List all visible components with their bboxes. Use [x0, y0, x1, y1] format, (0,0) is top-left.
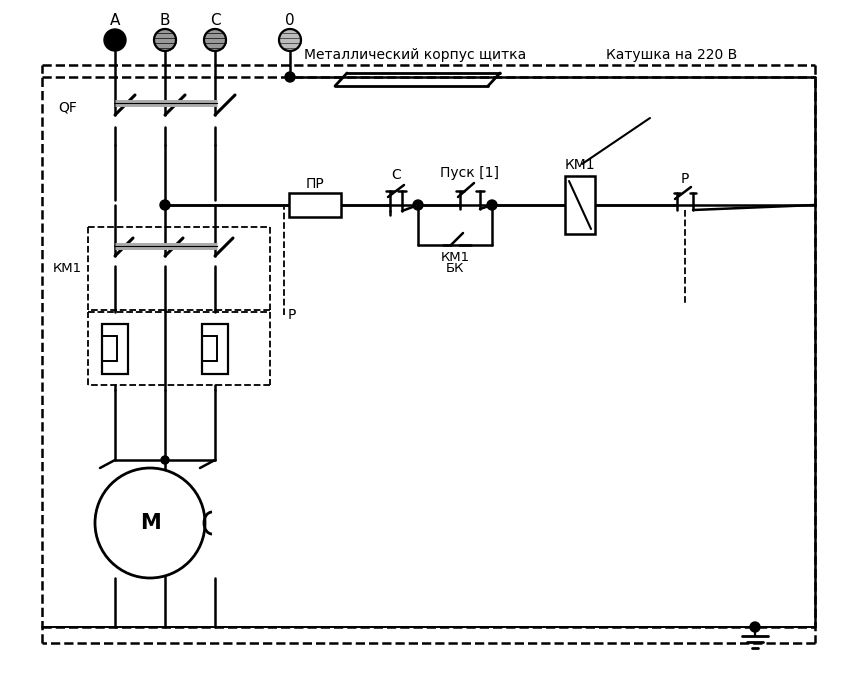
Text: Пуск [1]: Пуск [1]: [441, 166, 500, 180]
Text: QF: QF: [58, 100, 77, 114]
Bar: [102, 323, 128, 373]
Circle shape: [279, 29, 301, 51]
Bar: [565, 176, 595, 234]
Text: КМ1: КМ1: [565, 158, 595, 172]
Circle shape: [285, 72, 295, 82]
Circle shape: [413, 200, 423, 210]
Bar: [202, 323, 228, 373]
Text: КМ1: КМ1: [441, 250, 469, 263]
Text: Катушка на 220 В: Катушка на 220 В: [606, 48, 738, 62]
Circle shape: [204, 29, 226, 51]
Circle shape: [154, 29, 176, 51]
Circle shape: [487, 200, 497, 210]
Text: В: В: [160, 13, 170, 28]
Circle shape: [104, 29, 126, 51]
Circle shape: [750, 622, 760, 632]
Text: С: С: [391, 168, 401, 182]
Text: Р: Р: [681, 172, 690, 186]
Text: С: С: [209, 13, 220, 28]
Text: Р: Р: [288, 308, 296, 322]
Text: КМ1: КМ1: [53, 262, 82, 275]
Text: Металлический корпус щитка: Металлический корпус щитка: [304, 48, 526, 62]
Text: 0: 0: [285, 13, 295, 28]
Text: М: М: [139, 513, 160, 533]
Circle shape: [160, 200, 170, 210]
Circle shape: [95, 468, 205, 578]
Bar: [289, 193, 341, 217]
Circle shape: [161, 456, 169, 464]
Text: ПР: ПР: [306, 177, 324, 191]
Text: БК: БК: [446, 261, 464, 275]
Text: A: A: [110, 13, 120, 28]
